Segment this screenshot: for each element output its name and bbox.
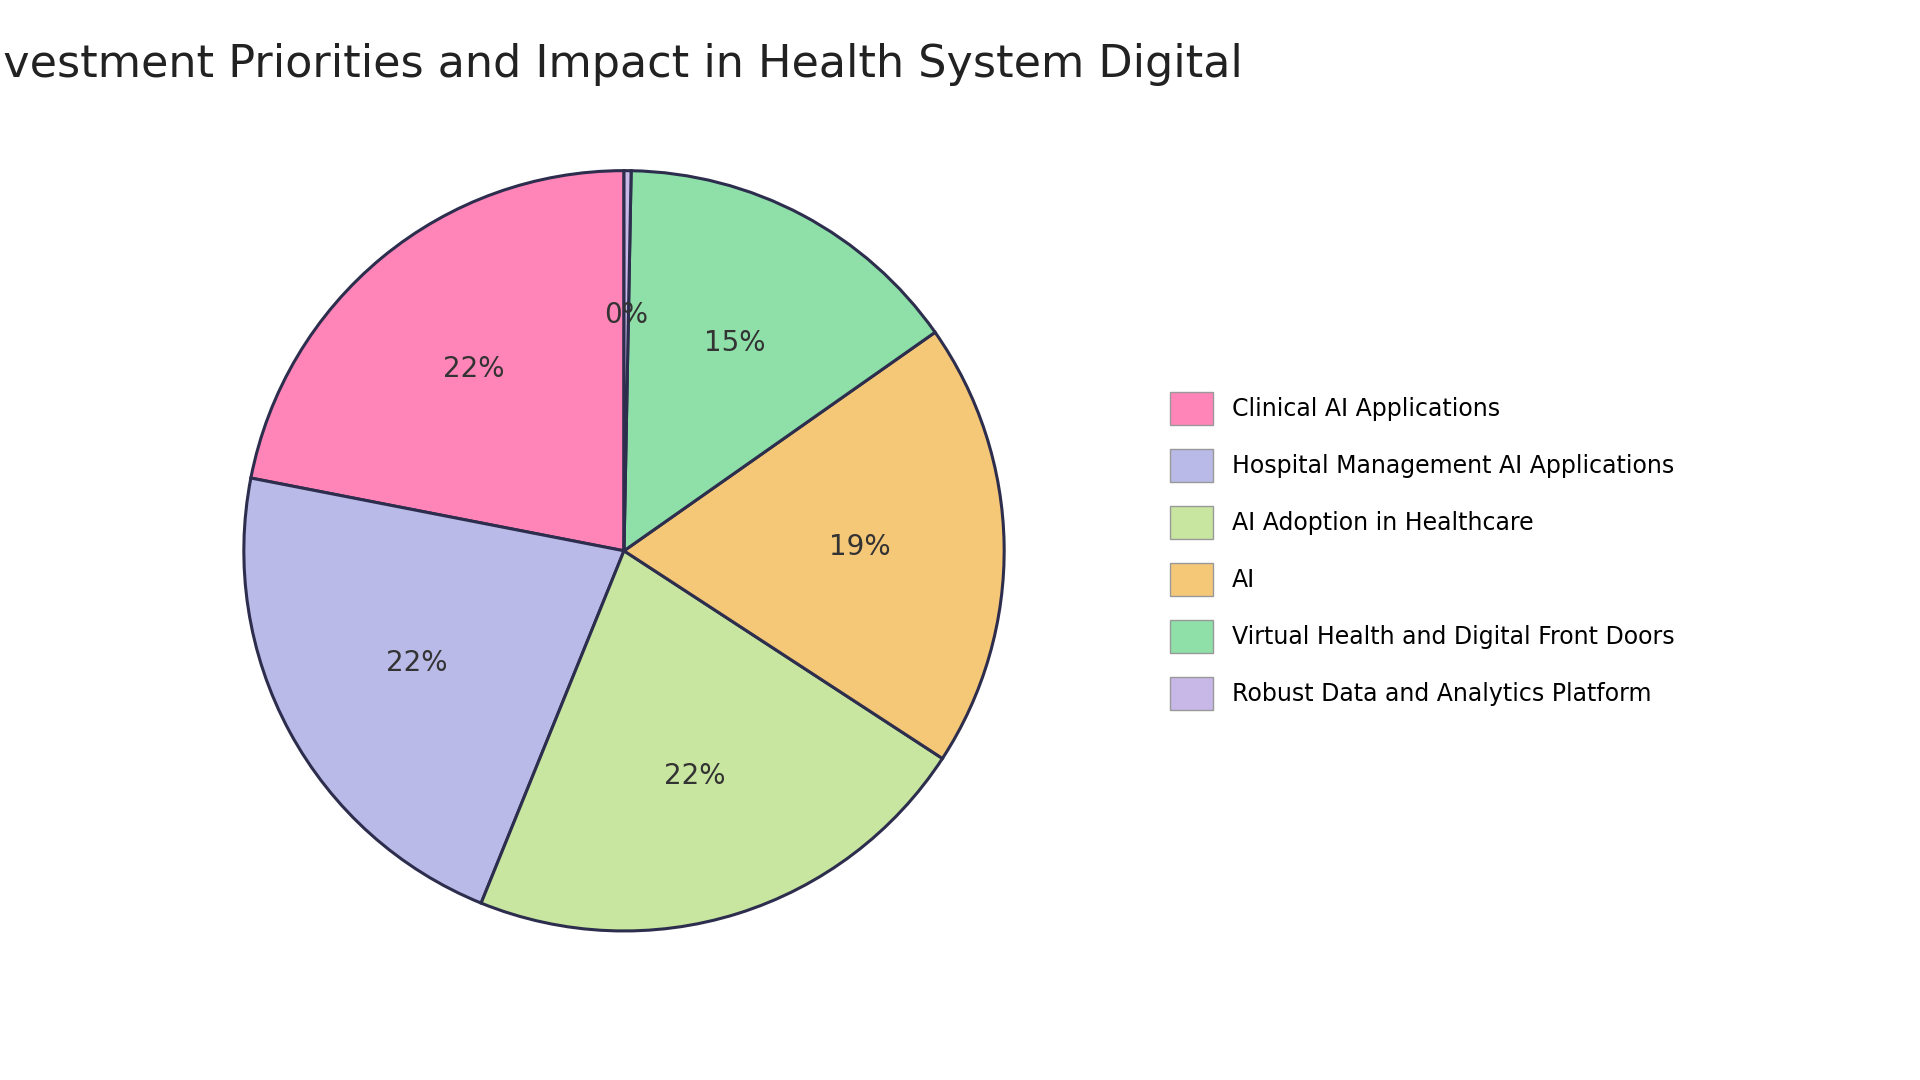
Wedge shape	[482, 551, 943, 931]
Wedge shape	[252, 171, 624, 551]
Text: Investment Priorities and Impact in Health System Digital: Investment Priorities and Impact in Heal…	[0, 43, 1242, 86]
Text: 22%: 22%	[444, 355, 505, 383]
Text: 19%: 19%	[829, 532, 891, 561]
Wedge shape	[624, 333, 1004, 758]
Text: 22%: 22%	[664, 761, 726, 789]
Wedge shape	[244, 478, 624, 903]
Text: 0%: 0%	[605, 301, 649, 329]
Text: 15%: 15%	[705, 328, 766, 356]
Wedge shape	[624, 171, 632, 551]
Wedge shape	[624, 171, 935, 551]
Text: 22%: 22%	[386, 649, 447, 677]
Legend: Clinical AI Applications, Hospital Management AI Applications, AI Adoption in He: Clinical AI Applications, Hospital Manag…	[1158, 380, 1686, 721]
